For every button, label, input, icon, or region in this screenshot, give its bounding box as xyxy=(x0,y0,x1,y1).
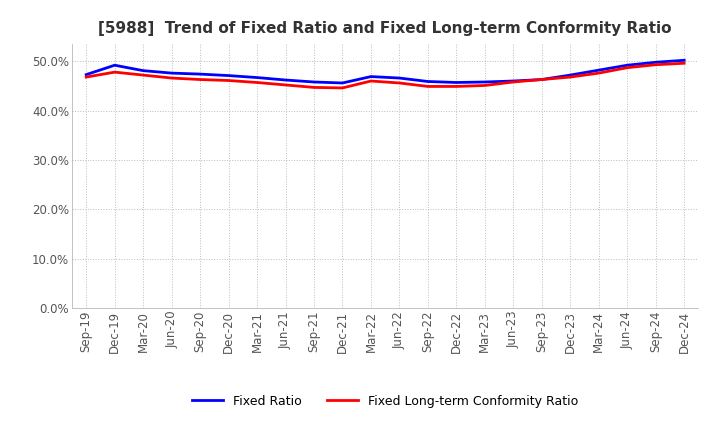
Fixed Ratio xyxy=(366,74,375,79)
Fixed Ratio xyxy=(395,75,404,81)
Fixed Ratio xyxy=(537,77,546,82)
Fixed Long-term Conformity Ratio xyxy=(537,77,546,82)
Fixed Long-term Conformity Ratio xyxy=(623,65,631,70)
Fixed Long-term Conformity Ratio xyxy=(480,83,489,88)
Fixed Long-term Conformity Ratio xyxy=(110,70,119,75)
Fixed Ratio xyxy=(680,58,688,63)
Fixed Long-term Conformity Ratio xyxy=(566,74,575,80)
Fixed Ratio xyxy=(82,72,91,77)
Fixed Long-term Conformity Ratio xyxy=(282,82,290,88)
Line: Fixed Long-term Conformity Ratio: Fixed Long-term Conformity Ratio xyxy=(86,63,684,88)
Fixed Long-term Conformity Ratio xyxy=(167,75,176,81)
Fixed Ratio xyxy=(623,62,631,68)
Fixed Ratio xyxy=(139,68,148,73)
Fixed Ratio xyxy=(196,71,204,77)
Fixed Ratio xyxy=(566,73,575,78)
Fixed Ratio xyxy=(310,79,318,84)
Legend: Fixed Ratio, Fixed Long-term Conformity Ratio: Fixed Ratio, Fixed Long-term Conformity … xyxy=(187,390,583,413)
Fixed Long-term Conformity Ratio xyxy=(652,62,660,67)
Fixed Long-term Conformity Ratio xyxy=(395,81,404,86)
Fixed Long-term Conformity Ratio xyxy=(595,70,603,76)
Fixed Long-term Conformity Ratio xyxy=(680,61,688,66)
Fixed Ratio xyxy=(652,59,660,65)
Fixed Ratio xyxy=(282,77,290,83)
Fixed Long-term Conformity Ratio xyxy=(509,79,518,84)
Fixed Long-term Conformity Ratio xyxy=(82,74,91,80)
Fixed Long-term Conformity Ratio xyxy=(253,80,261,85)
Fixed Ratio xyxy=(253,75,261,80)
Fixed Ratio xyxy=(423,79,432,84)
Fixed Long-term Conformity Ratio xyxy=(139,73,148,78)
Fixed Long-term Conformity Ratio xyxy=(366,78,375,84)
Fixed Ratio xyxy=(595,67,603,73)
Fixed Long-term Conformity Ratio xyxy=(196,77,204,82)
Fixed Ratio xyxy=(225,73,233,78)
Fixed Ratio xyxy=(167,70,176,76)
Fixed Ratio xyxy=(110,62,119,68)
Fixed Long-term Conformity Ratio xyxy=(225,78,233,83)
Fixed Long-term Conformity Ratio xyxy=(338,85,347,91)
Line: Fixed Ratio: Fixed Ratio xyxy=(86,60,684,83)
Fixed Long-term Conformity Ratio xyxy=(452,84,461,89)
Fixed Long-term Conformity Ratio xyxy=(423,84,432,89)
Fixed Ratio xyxy=(338,81,347,86)
Fixed Ratio xyxy=(480,79,489,84)
Fixed Ratio xyxy=(509,78,518,84)
Fixed Ratio xyxy=(452,80,461,85)
Fixed Long-term Conformity Ratio xyxy=(310,85,318,90)
Title: [5988]  Trend of Fixed Ratio and Fixed Long-term Conformity Ratio: [5988] Trend of Fixed Ratio and Fixed Lo… xyxy=(99,21,672,36)
